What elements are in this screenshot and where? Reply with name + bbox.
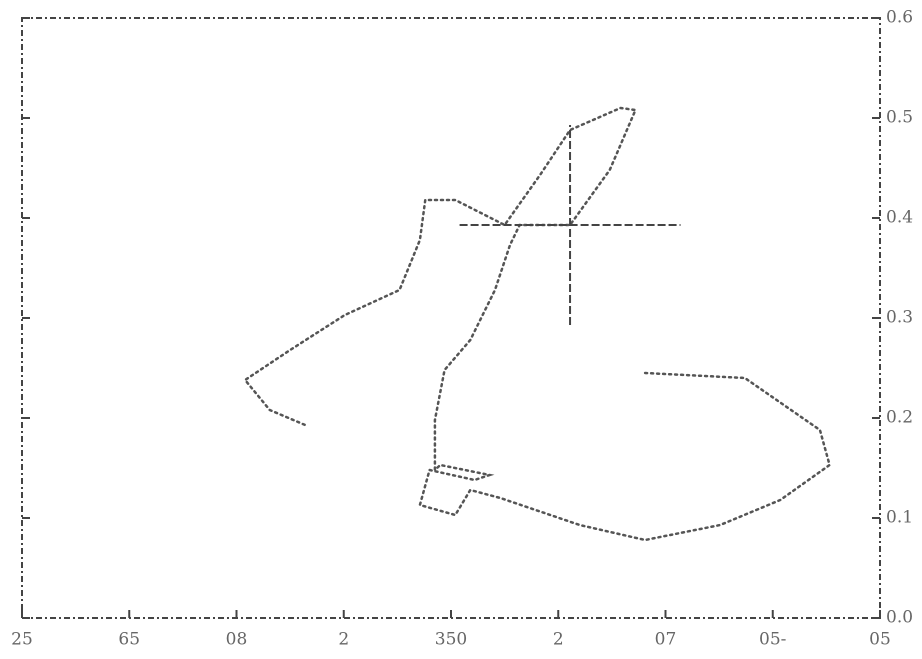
x-tick-label: 2 bbox=[553, 630, 564, 650]
trajectory-line bbox=[243, 106, 832, 542]
x-tick-label: 05- bbox=[759, 630, 786, 650]
y-tick-label: 0.3 bbox=[886, 308, 913, 328]
x-tick-label: 25 bbox=[11, 630, 33, 650]
y-tick-label: 0.4 bbox=[886, 208, 913, 228]
y-tick-label: 0.6 bbox=[886, 8, 913, 28]
y-tick-label: 0.5 bbox=[886, 108, 913, 128]
plot-frame bbox=[21, 17, 881, 619]
y-tick-label: 0.2 bbox=[886, 408, 913, 428]
x-tick-label: 350 bbox=[435, 630, 467, 650]
y-tick-label: 0.0 bbox=[886, 608, 913, 628]
x-tick-label: 05 bbox=[869, 630, 891, 650]
y-tick-label: 0.1 bbox=[886, 508, 913, 528]
x-tick-label: 2 bbox=[338, 630, 349, 650]
x-tick-label: 08 bbox=[226, 630, 248, 650]
x-tick-label: 65 bbox=[118, 630, 140, 650]
x-tick-label: 07 bbox=[655, 630, 677, 650]
